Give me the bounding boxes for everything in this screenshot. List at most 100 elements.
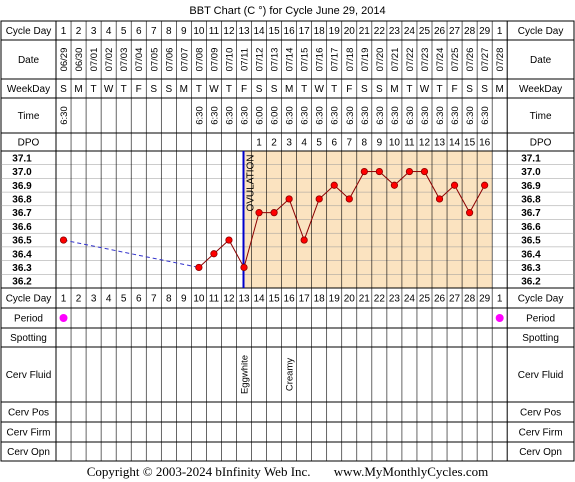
temp-axis-label-left: 36.8 — [12, 194, 32, 205]
temp-point — [225, 236, 233, 244]
temp-axis-label-right: 36.9 — [521, 181, 541, 192]
cycle-day-label: 26 — [434, 26, 446, 37]
weekday-label: T — [436, 84, 442, 95]
period-dot — [495, 314, 504, 322]
cycle-day-label: 4 — [106, 26, 112, 37]
copyright-text: Copyright © 2003-2024 bInfinity Web Inc. — [86, 464, 311, 479]
cycle-day-label: 18 — [314, 26, 326, 37]
cycle-day-label-bottom: 7 — [151, 294, 157, 305]
temp-point — [59, 236, 68, 244]
weekday-label: T — [226, 84, 232, 95]
dpo-label: 14 — [449, 138, 461, 149]
time-label: 6:30 — [390, 106, 401, 125]
date-label: 07/03 — [119, 48, 130, 72]
dpo-label: 16 — [479, 138, 491, 149]
date-label: 07/24 — [435, 48, 446, 72]
row-label-right: Cycle Day — [518, 26, 564, 37]
cycle-day-label: 10 — [193, 26, 205, 37]
temp-point — [240, 263, 248, 272]
date-label: 07/11 — [240, 48, 251, 71]
row-label-right: Spotting — [522, 333, 559, 344]
cycle-day-label-bottom: 2 — [76, 294, 82, 305]
cycle-day-label: 25 — [419, 26, 431, 37]
time-label: 6:30 — [450, 106, 461, 125]
weekday-label: M — [496, 84, 504, 95]
time-label: 6:30 — [285, 106, 296, 125]
date-label: 07/04 — [134, 48, 145, 72]
cycle-day-label: 1 — [61, 26, 67, 37]
row-label-right: Date — [530, 55, 552, 66]
time-label: 6:30 — [224, 106, 235, 125]
temp-axis-label-left: 37.0 — [12, 167, 32, 178]
weekday-label: F — [136, 84, 142, 95]
weekday-label: S — [256, 84, 263, 95]
temp-point — [435, 195, 444, 203]
weekday-label: T — [406, 84, 412, 95]
date-label: 07/07 — [179, 48, 190, 72]
temp-axis-label-right: 36.7 — [521, 208, 541, 219]
weekday-label: F — [241, 84, 247, 95]
temp-point — [315, 195, 323, 203]
row-label-left: Cerv Firm — [7, 428, 51, 439]
row-label-left: Cycle Day — [6, 294, 52, 305]
weekday-label: W — [420, 84, 430, 95]
dpo-label: 6 — [331, 138, 337, 149]
time-label: 6:30 — [330, 106, 341, 125]
temp-axis-label-left: 36.3 — [12, 263, 32, 274]
temp-point — [375, 167, 383, 176]
row-label-left: Spotting — [10, 333, 47, 344]
cycle-day-label-bottom: 21 — [359, 294, 371, 305]
date-label: 07/25 — [450, 48, 461, 72]
cycle-day-label: 5 — [121, 26, 127, 37]
cycle-day-label-bottom: 22 — [374, 294, 386, 305]
website-link[interactable]: www.MyMonthlyCycles.com — [333, 464, 489, 479]
temp-point — [300, 236, 308, 244]
cycle-day-label: 6 — [136, 26, 142, 37]
date-label: 07/27 — [480, 48, 491, 72]
cerv-fluid-label: Eggwhite — [240, 355, 251, 394]
cycle-day-label: 29 — [479, 26, 491, 37]
weekday-label: W — [314, 84, 324, 95]
cycle-day-label-bottom: 25 — [419, 294, 431, 305]
dpo-label: 9 — [377, 138, 383, 149]
dpo-label: 15 — [464, 138, 476, 149]
date-label: 07/23 — [420, 48, 431, 72]
cycle-day-label-bottom: 13 — [238, 294, 250, 305]
row-label-right: Cerv Pos — [520, 408, 561, 419]
weekday-label: S — [150, 84, 157, 95]
dpo-label: 4 — [301, 138, 307, 149]
temp-point — [405, 167, 414, 176]
dpo-label: 3 — [286, 138, 292, 149]
temp-axis-label-left: 36.5 — [12, 236, 32, 247]
temp-axis-label-right: 36.8 — [521, 194, 541, 205]
row-label-left: Cerv Fluid — [6, 370, 52, 381]
cycle-day-label-bottom: 9 — [181, 294, 187, 305]
weekday-label: W — [104, 84, 114, 95]
footer: Copyright © 2003-2024 bInfinity Web Inc.… — [0, 462, 575, 482]
row-label-right: WeekDay — [519, 84, 562, 95]
time-label: 6:30 — [300, 106, 311, 125]
time-label: 6:00 — [270, 106, 281, 125]
temp-axis-label-right: 37.1 — [521, 153, 541, 164]
cycle-day-label: 27 — [449, 26, 461, 37]
cycle-day-label: 24 — [404, 26, 416, 37]
cycle-day-label: 20 — [344, 26, 356, 37]
temp-point — [345, 195, 353, 203]
temp-axis-label-right: 37.0 — [521, 167, 541, 178]
row-label-right: Time — [530, 111, 552, 122]
temp-point — [481, 181, 489, 189]
temp-point — [270, 209, 278, 217]
dpo-label: 1 — [256, 138, 262, 149]
date-label: 07/22 — [405, 48, 416, 72]
date-label: 07/12 — [255, 48, 266, 72]
row-label-left: Date — [18, 55, 40, 66]
dpo-label: 13 — [434, 138, 446, 149]
cycle-day-label: 3 — [91, 26, 97, 37]
temp-line-segment — [454, 185, 471, 213]
dpo-label: 5 — [316, 138, 322, 149]
cycle-day-label: 13 — [238, 26, 250, 37]
temp-gap-line — [63, 239, 199, 268]
cycle-day-label: 16 — [284, 26, 296, 37]
time-label: 6:30 — [435, 106, 446, 125]
weekday-label: M — [74, 84, 82, 95]
